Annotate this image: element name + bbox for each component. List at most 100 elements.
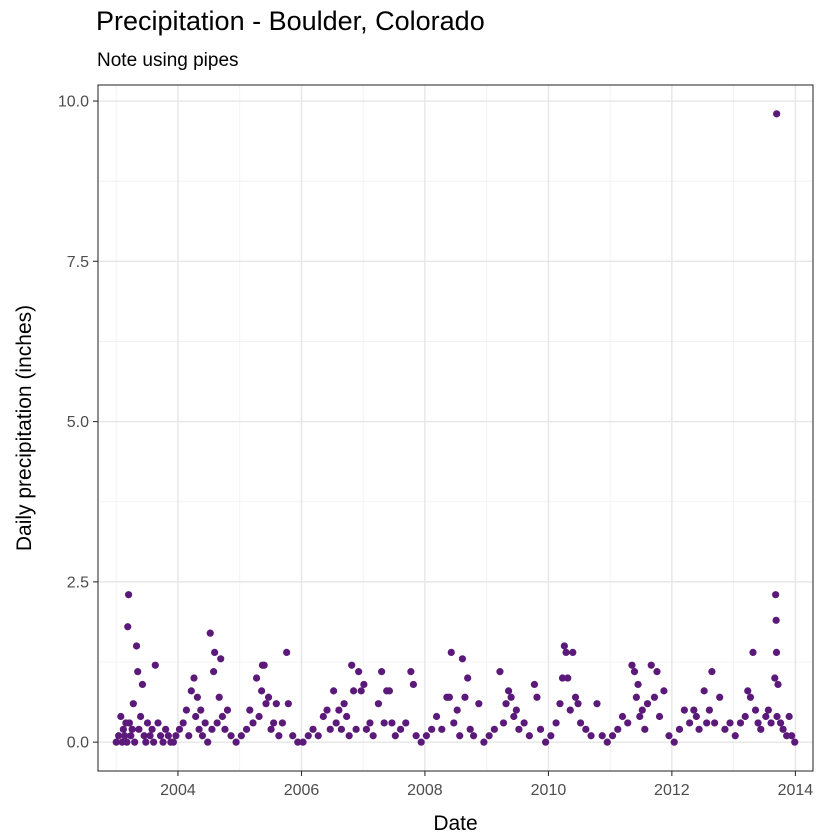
- data-point: [249, 719, 257, 727]
- data-point: [218, 712, 227, 721]
- data-point: [757, 725, 765, 733]
- data-point: [675, 725, 684, 733]
- data-point: [123, 738, 131, 746]
- data-point: [746, 693, 755, 701]
- data-point: [533, 693, 541, 701]
- data-point: [428, 725, 436, 733]
- data-point: [632, 693, 640, 701]
- data-point: [391, 732, 399, 740]
- data-point: [255, 712, 263, 721]
- data-point: [169, 738, 177, 746]
- data-point: [360, 680, 368, 689]
- data-point: [304, 732, 312, 740]
- data-point: [593, 700, 601, 708]
- data-point: [340, 700, 348, 708]
- data-point: [374, 700, 383, 708]
- data-point: [670, 738, 678, 746]
- data-point: [299, 738, 307, 746]
- data-point: [490, 725, 498, 733]
- data-point: [124, 591, 133, 599]
- y-tick-label: 0.0: [67, 735, 89, 752]
- data-point: [764, 706, 772, 714]
- data-point: [686, 719, 694, 727]
- data-point: [711, 719, 719, 727]
- chart-subtitle: Note using pipes: [97, 50, 239, 71]
- y-tick-label: 2.5: [67, 574, 89, 591]
- data-point: [569, 648, 577, 656]
- data-point: [751, 706, 760, 714]
- data-point: [480, 738, 488, 746]
- data-point: [150, 738, 158, 746]
- data-point: [237, 732, 245, 740]
- data-point: [469, 732, 478, 740]
- data-point: [461, 693, 469, 701]
- data-point: [380, 719, 388, 727]
- data-point: [267, 725, 275, 733]
- data-point: [179, 719, 187, 727]
- y-tick-label: 7.5: [67, 254, 89, 271]
- data-point: [151, 661, 159, 669]
- data-point: [142, 738, 150, 746]
- data-point: [453, 706, 461, 714]
- data-point: [636, 712, 644, 721]
- data-point: [653, 668, 661, 676]
- chart-title: Precipitation - Boulder, Colorado: [96, 6, 485, 36]
- data-point: [283, 648, 291, 656]
- data-point: [187, 687, 195, 695]
- x-tick-label: 2004: [160, 782, 196, 799]
- data-point: [447, 648, 455, 656]
- data-point: [450, 719, 458, 727]
- data-point: [198, 732, 207, 740]
- x-tick-label: 2012: [654, 782, 690, 799]
- data-point: [162, 725, 170, 733]
- data-point: [154, 719, 162, 727]
- data-point: [690, 706, 698, 714]
- data-point: [378, 668, 386, 676]
- data-point: [432, 712, 441, 721]
- data-point: [614, 725, 622, 733]
- data-point: [510, 712, 518, 721]
- data-point: [206, 629, 214, 637]
- data-point: [643, 700, 652, 708]
- data-point: [124, 623, 132, 631]
- data-point: [289, 732, 297, 740]
- data-point: [211, 648, 219, 656]
- data-point: [695, 725, 703, 733]
- data-point: [512, 706, 520, 714]
- data-point: [771, 674, 779, 682]
- data-point: [208, 725, 216, 733]
- y-tick-label: 5.0: [67, 414, 89, 431]
- data-point: [507, 693, 515, 701]
- data-points: [112, 110, 799, 746]
- data-point: [125, 719, 134, 727]
- x-tick-label: 2014: [778, 782, 814, 799]
- data-point: [357, 687, 365, 695]
- data-point: [603, 738, 611, 746]
- data-point: [352, 725, 360, 733]
- data-point: [217, 655, 225, 663]
- data-point: [197, 706, 205, 714]
- data-point: [475, 700, 483, 708]
- data-point: [791, 738, 799, 746]
- data-point: [319, 712, 327, 721]
- data-point: [348, 661, 356, 669]
- data-point: [156, 732, 165, 740]
- data-point: [504, 687, 513, 695]
- data-point: [172, 732, 180, 740]
- data-point: [201, 719, 209, 727]
- data-point: [362, 725, 371, 733]
- data-point: [246, 706, 254, 714]
- data-point: [558, 674, 567, 682]
- data-point: [736, 719, 745, 727]
- data-point: [665, 732, 673, 740]
- data-point: [762, 712, 770, 721]
- data-point: [417, 738, 425, 746]
- data-point: [343, 712, 351, 721]
- data-point: [143, 719, 152, 727]
- data-point: [213, 719, 221, 727]
- data-point: [422, 732, 431, 740]
- data-point: [547, 732, 555, 740]
- data-point: [556, 700, 564, 708]
- data-point: [772, 616, 780, 624]
- data-point: [552, 719, 560, 727]
